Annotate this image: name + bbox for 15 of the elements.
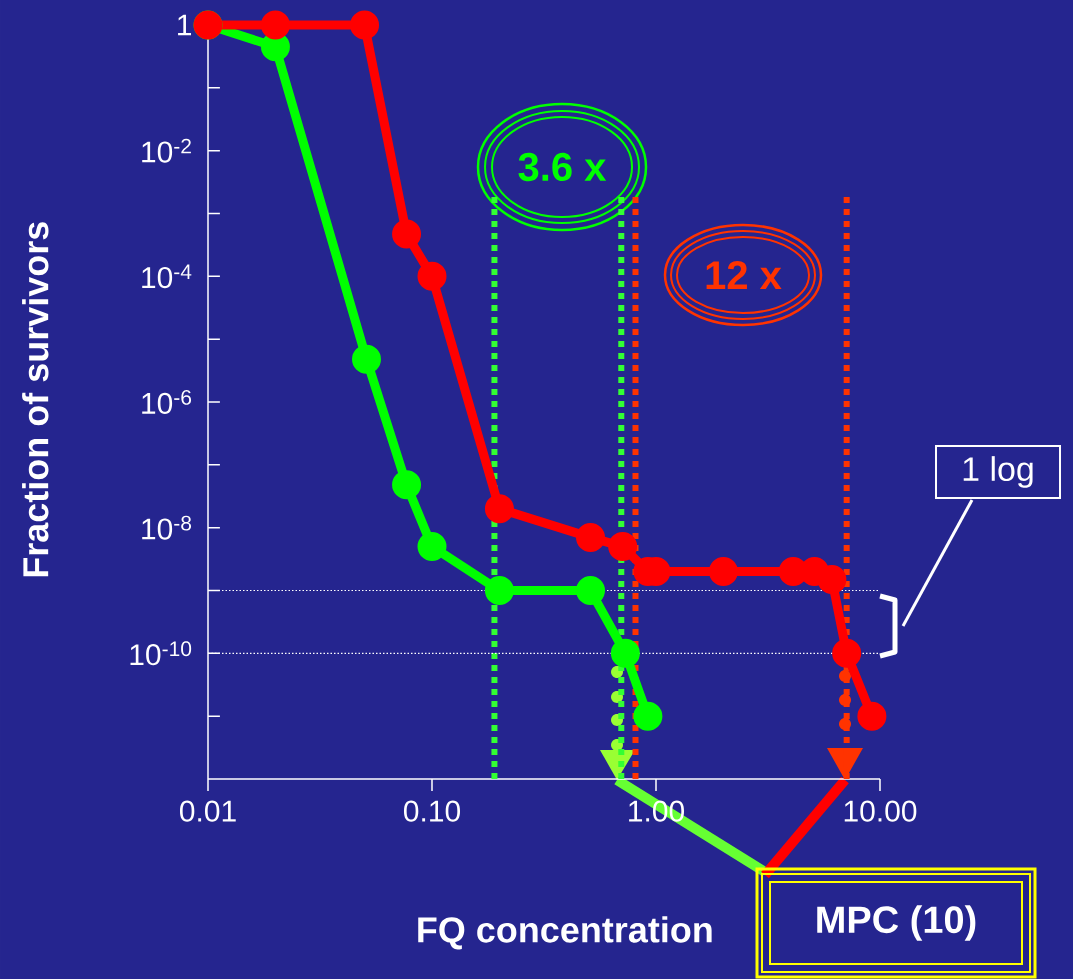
x-axis-title: FQ concentration [418, 916, 712, 950]
y-tick-label: 1 [178, 14, 192, 36]
y-tick-label: 10$^{-8}$ [142, 515, 192, 540]
annotation: 12 x [706, 261, 782, 289]
x-tick-label: 10.00 [844, 800, 917, 822]
annotation: 3.6 x [518, 152, 607, 182]
y-tick-label: 10$^{-4}$ [142, 264, 192, 289]
text: MPC (10) [817, 905, 976, 941]
x-tick-label: 0.10 [403, 800, 461, 822]
text: 1 log [963, 456, 1033, 488]
y-tick-label: 10$^{-6}$ [142, 390, 192, 414]
y-tick-label: 10$^{-2}$ [142, 138, 191, 163]
y-axis-title: Fraction of survivors [22, 222, 49, 577]
y-tick-label: 10$^{-10}$ [130, 641, 192, 666]
x-tick-label: 0.01 [179, 800, 236, 822]
